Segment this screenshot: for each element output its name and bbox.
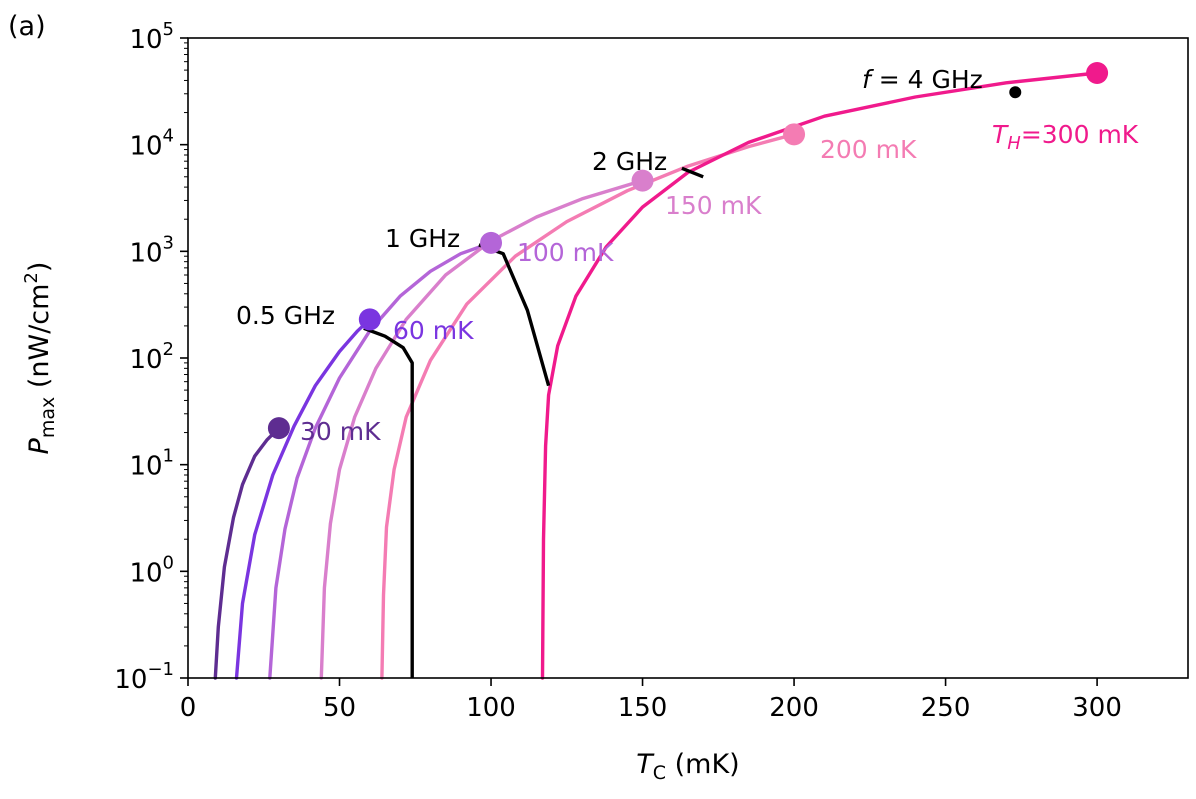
y-tick-exponent: 1: [163, 446, 174, 467]
y-tick-label: 102: [129, 339, 174, 375]
x-tick-label: 300: [1072, 693, 1122, 723]
frequency-label-text: = 4 GHz: [871, 65, 983, 94]
y-tick-base: 10: [129, 238, 162, 268]
x-axis-title-unit: (mK): [666, 749, 740, 780]
series-label-200mk: 200 mK: [820, 135, 917, 164]
series-label-100mk: 100 mK: [517, 238, 614, 267]
series-line-200mk: [380, 132, 796, 680]
x-axis-title-main: T: [636, 749, 655, 780]
y-tick-label: 10−1: [114, 659, 174, 695]
frequency-label-1: 0.5 GHz: [236, 301, 335, 330]
y-tick-label: 101: [129, 446, 174, 482]
y-axis-title-sub: max: [37, 397, 59, 438]
y-tick-label: 105: [129, 19, 174, 55]
peak-marker-60mk: [358, 308, 381, 331]
series-label-symbol: T: [992, 120, 1009, 149]
series-label-text: =300 mK: [1021, 120, 1139, 149]
x-axis: 0 50 100 150 200 250 300: [180, 678, 1122, 723]
series-line-100mk: [268, 241, 493, 680]
x-tick-label: 250: [921, 693, 971, 723]
y-tick-exponent: 4: [163, 126, 174, 147]
series-layer: [213, 71, 1099, 680]
panel-label: (a): [8, 11, 46, 42]
series-line-150mk: [319, 178, 645, 680]
y-tick-exponent: 2: [163, 339, 174, 360]
markers-layer: [267, 61, 1109, 440]
y-tick-label: 103: [129, 232, 174, 268]
y-tick-base: 10: [129, 558, 162, 588]
y-tick-label: 100: [129, 552, 174, 588]
y-tick-base: 10: [129, 25, 162, 55]
frequency-marker-4: [1009, 86, 1022, 99]
y-axis-title-unit: (nW/cm: [24, 284, 55, 397]
peak-marker-150mk: [631, 169, 654, 192]
peak-marker-200mk: [783, 123, 806, 146]
peak-marker-300mk: [1086, 61, 1109, 84]
x-tick-label: 150: [618, 693, 668, 723]
y-axis-title-sup: 2: [21, 272, 42, 283]
x-axis-title: TC (mK): [636, 749, 739, 784]
y-tick-exponent: 0: [163, 552, 174, 573]
series-line-30mk: [213, 426, 281, 680]
x-tick-label: 0: [180, 693, 197, 723]
x-tick-label: 50: [323, 693, 356, 723]
y-tick-base: 10: [129, 452, 162, 482]
frequency-lines-layer: [363, 86, 1022, 678]
y-tick-exponent: 3: [163, 232, 174, 253]
series-label-60mk: 60 mK: [393, 316, 474, 345]
y-axis-title-main: P: [24, 437, 55, 454]
frequency-line-1: [363, 326, 414, 678]
x-tick-label: 100: [466, 693, 516, 723]
series-line-300mk: [540, 71, 1099, 680]
series-label-150mk: 150 mK: [665, 191, 762, 220]
y-tick-exponent: 5: [163, 19, 174, 40]
peak-marker-100mk: [480, 231, 503, 254]
peak-marker-30mk: [267, 417, 290, 440]
frequency-line-3: [681, 166, 704, 179]
series-labels-layer: 0.5 GHz 1 GHz 2 GHz f = 4 GHz 30 mK 60 mK 100 …: [236, 65, 1139, 446]
y-tick-base: 10: [129, 345, 162, 375]
frequency-label-2: 1 GHz: [385, 224, 460, 253]
y-axis-title: Pmax (nW/cm2): [21, 262, 59, 455]
frequency-label-4: f = 4 GHz: [862, 65, 983, 94]
x-axis-title-sub: C: [653, 762, 666, 784]
series-line-60mk: [234, 317, 372, 680]
y-tick-label: 104: [129, 126, 174, 162]
x-tick-label: 200: [769, 693, 819, 723]
y-tick-base: 10: [129, 132, 162, 162]
y-tick-exponent: −1: [147, 659, 174, 680]
y-axis-title-close: ): [24, 262, 55, 273]
series-label-30mk: 30 mK: [300, 417, 381, 446]
y-tick-base: 10: [114, 665, 147, 695]
series-label-300mk: TH=300 mK: [992, 120, 1139, 154]
frequency-label-3: 2 GHz: [592, 147, 667, 176]
series-label-subscript: H: [1007, 133, 1021, 154]
